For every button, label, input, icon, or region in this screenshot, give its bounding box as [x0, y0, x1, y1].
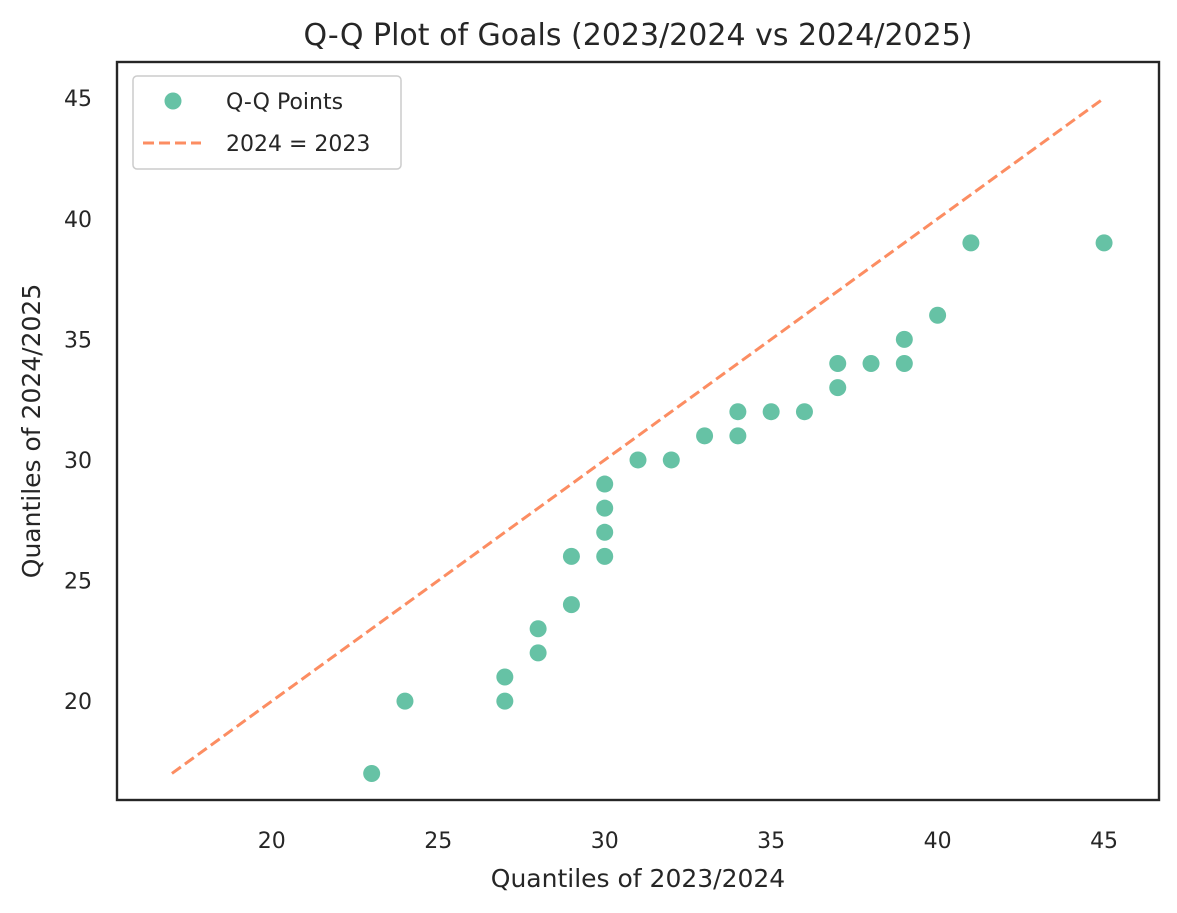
x-tick-label: 25 — [424, 829, 452, 854]
y-tick-label: 25 — [64, 570, 92, 595]
x-tick-label: 45 — [1090, 829, 1118, 854]
legend: Q-Q Points 2024 = 2023 — [132, 75, 402, 170]
qq-point — [729, 427, 747, 445]
qq-point — [596, 523, 614, 541]
qq-point — [363, 764, 381, 782]
qq-point — [629, 451, 647, 469]
x-tick-label: 20 — [258, 829, 286, 854]
qq-point — [562, 596, 580, 614]
axis-ticks: 20 25 30 35 40 45 20 25 30 35 40 45 — [64, 87, 1118, 854]
qq-point — [795, 403, 813, 421]
qq-point — [929, 306, 947, 324]
qq-point — [729, 403, 747, 421]
qq-point — [596, 475, 614, 493]
axes-frame — [115, 60, 1161, 802]
legend-box — [132, 75, 402, 170]
qq-point — [596, 499, 614, 517]
qq-point — [829, 354, 847, 372]
x-axis-label: Quantiles of 2023/2024 — [491, 864, 785, 893]
qq-point — [562, 547, 580, 565]
y-tick-label: 35 — [64, 328, 92, 353]
x-tick-label: 40 — [924, 829, 952, 854]
legend-label-reference-line: 2024 = 2023 — [226, 132, 370, 157]
qq-point — [396, 692, 414, 710]
qq-point — [762, 403, 780, 421]
qq-point — [696, 427, 714, 445]
qq-point — [962, 234, 980, 252]
legend-marker-qq-points — [164, 92, 182, 110]
plot-area — [171, 96, 1113, 782]
qq-point — [496, 692, 514, 710]
y-tick-label: 40 — [64, 208, 92, 233]
y-tick-label: 45 — [64, 87, 92, 112]
x-tick-label: 30 — [591, 829, 619, 854]
qq-point — [1095, 234, 1113, 252]
qq-point — [862, 354, 880, 372]
chart-title: Q-Q Plot of Goals (2023/2024 vs 2024/202… — [303, 18, 972, 53]
qq-point — [596, 547, 614, 565]
qq-point — [895, 330, 913, 348]
y-tick-label: 20 — [64, 690, 92, 715]
qq-point — [829, 379, 847, 397]
y-tick-label: 30 — [64, 449, 92, 474]
qq-point — [496, 668, 514, 686]
reference-line — [171, 96, 1105, 775]
y-axis-label: Quantiles of 2024/2025 — [17, 284, 46, 578]
qq-point — [662, 451, 680, 469]
x-tick-label: 35 — [757, 829, 785, 854]
legend-label-qq-points: Q-Q Points — [226, 90, 343, 115]
qq-point — [529, 620, 547, 638]
qq-point — [895, 354, 913, 372]
qq-point — [529, 644, 547, 662]
